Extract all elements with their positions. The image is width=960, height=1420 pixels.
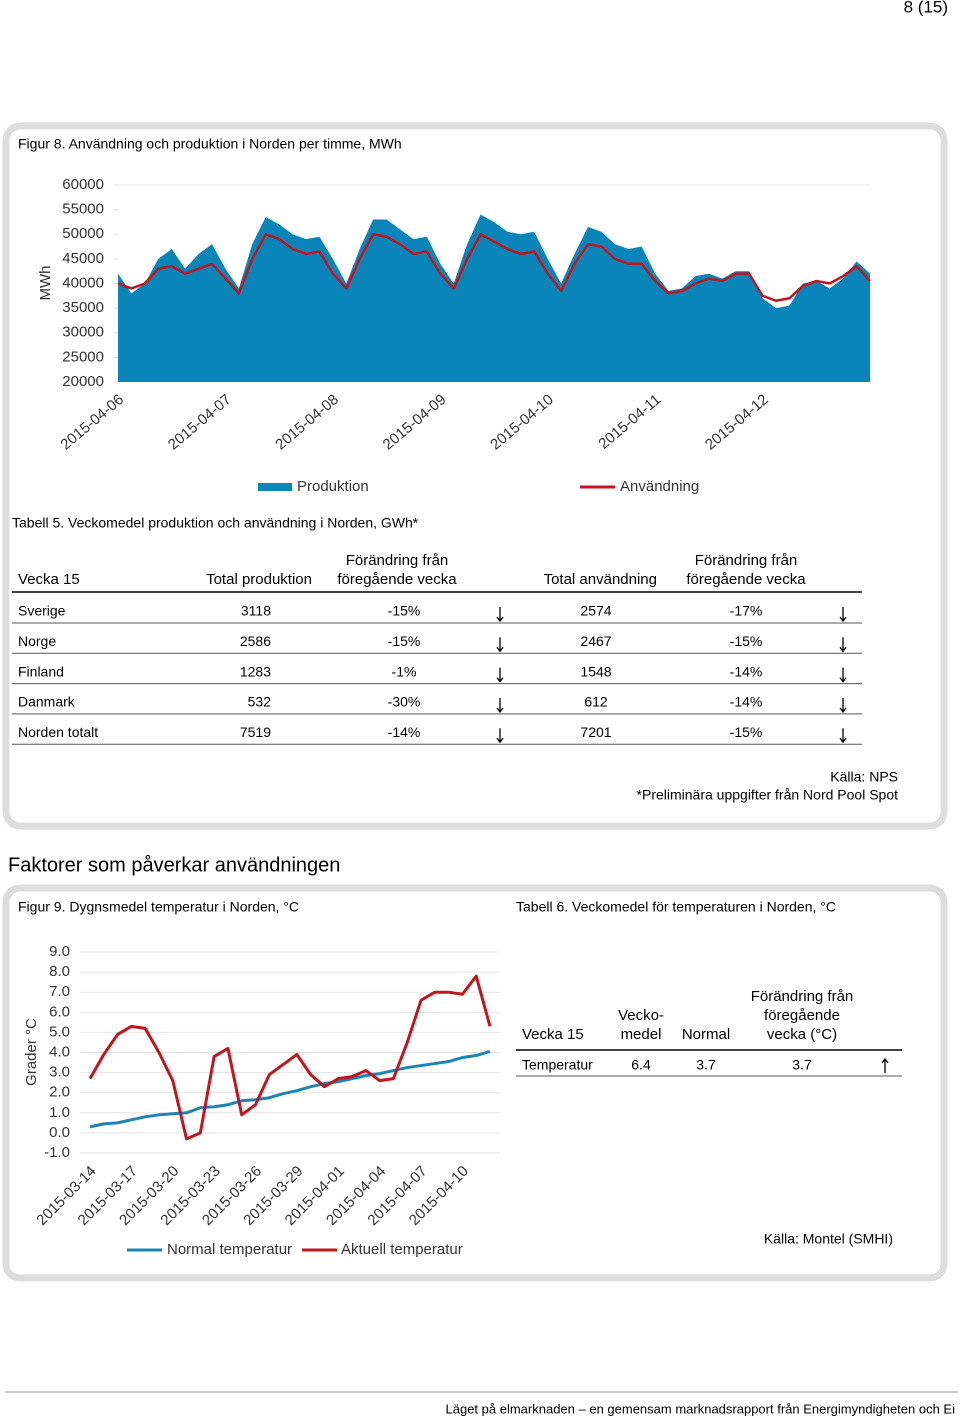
y-tick-label: 25000	[62, 348, 104, 365]
source-note: Källa: NPS	[830, 769, 898, 785]
trend-arrow	[839, 667, 847, 683]
trend-arrow	[881, 1057, 889, 1073]
column-header: Vecka 15	[18, 571, 80, 588]
trend-arrow	[496, 728, 504, 744]
column-header: Vecka 15	[522, 1026, 584, 1043]
table-cell: Danmark	[18, 694, 76, 710]
y-tick-label: 55000	[62, 201, 104, 218]
y-tick-label: 6.0	[49, 1003, 70, 1020]
table-cell: 7519	[240, 724, 271, 740]
y-tick-label: 8.0	[49, 963, 70, 980]
table-caption: Tabell 6. Veckomedel för temperaturen i …	[516, 899, 836, 915]
y-tick-label: 30000	[62, 324, 104, 341]
line	[89, 1050, 491, 1129]
column-header: Total produktion	[206, 571, 312, 588]
table-cell: 2467	[580, 633, 611, 649]
y-tick-label: 35000	[62, 299, 104, 316]
y-tick-label: 7.0	[49, 983, 70, 1000]
y-tick-label: 50000	[62, 225, 104, 242]
table-cell: 612	[584, 694, 608, 710]
column-header: Förändring från	[695, 552, 798, 569]
column-header: föregående vecka	[337, 571, 457, 588]
table-cell: 1548	[580, 663, 611, 679]
y-tick-label: 45000	[62, 250, 104, 267]
y-tick-label: -1.0	[44, 1144, 70, 1161]
area	[118, 214, 870, 382]
column-header: föregående	[764, 1007, 840, 1024]
column-header: vecka (°C)	[767, 1026, 837, 1043]
table-cell: Norge	[18, 633, 56, 649]
table-cell: Norden totalt	[18, 724, 98, 740]
section-heading: Faktorer som påverkar användningen	[8, 854, 340, 876]
table-cell: 7201	[580, 724, 611, 740]
y-tick-label: 40000	[62, 274, 104, 291]
column-header: medel	[621, 1026, 662, 1043]
footer: Läget på elmarknaden – en gemensam markn…	[446, 1401, 956, 1416]
column-header: Normal	[682, 1026, 730, 1043]
legend-label: Aktuell temperatur	[341, 1241, 463, 1258]
legend-label: Användning	[620, 478, 699, 495]
y-axis-title: Grader °C	[23, 1018, 40, 1086]
table-cell: -15%	[730, 724, 763, 740]
y-axis-title: MWh	[37, 266, 54, 301]
column-header: Förändring från	[751, 988, 854, 1005]
panel	[2, 884, 948, 1282]
legend-label: Normal temperatur	[167, 1241, 292, 1258]
table-cell: 532	[248, 694, 272, 710]
legend-label: Produktion	[297, 478, 369, 495]
source-note: *Preliminära uppgifter från Nord Pool Sp…	[637, 787, 899, 803]
table-cell: -15%	[388, 603, 421, 619]
trend-arrow	[496, 697, 504, 713]
table-cell: 3.7	[696, 1057, 716, 1073]
trend-arrow	[496, 637, 504, 653]
table-cell: Sverige	[18, 603, 66, 619]
column-header: föregående vecka	[686, 571, 806, 588]
column-header: Förändring från	[346, 552, 449, 569]
table-cell: 3118	[241, 603, 271, 619]
y-tick-label: 9.0	[49, 943, 70, 960]
trend-arrow	[839, 728, 847, 744]
table-cell: -15%	[730, 633, 763, 649]
y-tick-label: 4.0	[49, 1043, 70, 1060]
line	[117, 233, 871, 302]
trend-arrow	[496, 667, 504, 683]
legend-swatch	[258, 483, 292, 491]
y-tick-label: 5.0	[49, 1023, 70, 1040]
table-cell: 2574	[580, 603, 611, 619]
y-tick-label: 60000	[62, 176, 104, 193]
table-cell: -30%	[388, 694, 421, 710]
y-tick-label: 20000	[62, 373, 104, 390]
table-cell: -17%	[730, 603, 763, 619]
table-cell: -14%	[730, 694, 763, 710]
table-cell: 3.7	[792, 1057, 812, 1073]
table-cell: -14%	[730, 663, 763, 679]
table-cell: Temperatur	[522, 1057, 593, 1073]
table-cell: Finland	[18, 663, 64, 679]
table-cell: 1283	[240, 663, 271, 679]
y-tick-label: 1.0	[49, 1104, 70, 1121]
column-header: Total användning	[544, 571, 657, 588]
trend-arrow	[839, 697, 847, 713]
figure-caption: Figur 9. Dygnsmedel temperatur i Norden,…	[18, 899, 299, 915]
table-cell: -1%	[392, 663, 417, 679]
table-cell: -15%	[388, 633, 421, 649]
figure-caption: Figur 8. Användning och produktion i Nor…	[18, 136, 402, 152]
table-caption: Tabell 5. Veckomedel produktion och anvä…	[12, 515, 419, 531]
table-cell: -14%	[388, 724, 421, 740]
line	[88, 974, 492, 1141]
trend-arrow	[839, 637, 847, 653]
trend-arrow	[839, 607, 847, 623]
table-cell: 6.4	[631, 1057, 651, 1073]
trend-arrow	[496, 607, 504, 623]
page-number: 8 (15)	[904, 0, 948, 16]
y-tick-label: 3.0	[49, 1064, 70, 1081]
source-note: Källa: Montel (SMHI)	[764, 1231, 893, 1247]
y-tick-label: 2.0	[49, 1084, 70, 1101]
table-cell: 2586	[240, 633, 271, 649]
column-header: Vecko-	[618, 1007, 664, 1024]
y-tick-label: 0.0	[49, 1124, 70, 1141]
